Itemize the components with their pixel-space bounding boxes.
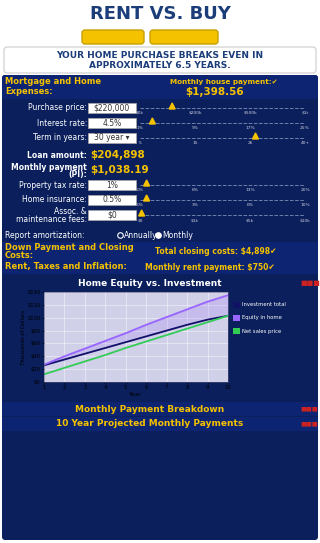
Text: Expenses:: Expenses: [5, 87, 52, 97]
FancyBboxPatch shape [2, 75, 318, 540]
Bar [88, 118, 136, 128]
Bar [233, 315, 240, 321]
Text: 10%: 10% [300, 203, 310, 207]
Text: 5: 5 [139, 141, 141, 145]
Text: Equity in home: Equity in home [242, 315, 282, 320]
Text: 3%: 3% [192, 203, 198, 207]
Text: $1,038.19: $1,038.19 [90, 165, 148, 175]
Text: $1,398.56: $1,398.56 [185, 87, 244, 97]
Text: 13%: 13% [245, 188, 255, 192]
Text: Loan amount:: Loan amount: [27, 150, 87, 160]
Text: Calculate: Calculate [93, 33, 133, 41]
Text: Rent, Taxes and Inflation:: Rent, Taxes and Inflation: [5, 262, 127, 272]
Text: Monthly: Monthly [162, 230, 193, 239]
Text: maintenance fees:: maintenance fees: [16, 214, 87, 224]
Text: Report amortization:: Report amortization: [5, 230, 84, 239]
Bar [0, 0, 320, 28]
Text: 1%: 1% [137, 126, 143, 130]
Bar [88, 195, 136, 205]
FancyBboxPatch shape [82, 30, 144, 44]
Text: 0.5%: 0.5% [102, 195, 122, 205]
Text: Home insurance:: Home insurance: [22, 195, 87, 205]
Polygon shape [149, 118, 156, 124]
Text: 17%: 17% [245, 126, 255, 130]
Text: Net sales price: Net sales price [242, 329, 281, 333]
Polygon shape [144, 180, 150, 186]
Text: Monthly rent payment: $750✔: Monthly rent payment: $750✔ [145, 262, 275, 272]
Text: Monthly Payment Breakdown: Monthly Payment Breakdown [76, 405, 225, 414]
Text: $5k: $5k [246, 218, 254, 222]
Text: $500k: $500k [243, 111, 257, 115]
Bar [233, 302, 240, 308]
FancyBboxPatch shape [150, 30, 218, 44]
Text: Investment total: Investment total [242, 302, 286, 307]
Text: Monthly house payment:✔: Monthly house payment:✔ [170, 79, 278, 85]
Text: Assoc. &: Assoc. & [54, 207, 87, 217]
Text: APPROXIMATELY 6.5 YEARS.: APPROXIMATELY 6.5 YEARS. [89, 60, 231, 70]
Text: 0%: 0% [137, 203, 143, 207]
Text: Mortgage and Home: Mortgage and Home [5, 78, 101, 86]
Text: 4.5%: 4.5% [102, 118, 122, 128]
Text: Interest rate:: Interest rate: [36, 118, 87, 128]
Polygon shape [139, 210, 145, 216]
Bar [233, 328, 240, 334]
Text: 20%: 20% [300, 188, 310, 192]
Bar [2, 402, 318, 416]
Text: $10k: $10k [300, 218, 310, 222]
Text: 1%: 1% [106, 180, 118, 190]
Text: 40+: 40+ [300, 141, 309, 145]
Bar [88, 133, 136, 143]
Text: 26: 26 [247, 141, 253, 145]
Text: $0k: $0k [136, 111, 144, 115]
Text: 6%: 6% [247, 203, 253, 207]
Text: 30 year ▾: 30 year ▾ [94, 134, 130, 142]
Text: Annually: Annually [124, 230, 158, 239]
Text: RENT VS. BUY: RENT VS. BUY [90, 5, 230, 23]
FancyBboxPatch shape [2, 75, 318, 99]
Bar [2, 242, 318, 260]
Polygon shape [252, 133, 259, 139]
Text: Total closing costs: $4,898✔: Total closing costs: $4,898✔ [155, 247, 276, 256]
FancyBboxPatch shape [4, 47, 316, 73]
Bar [88, 180, 136, 190]
Polygon shape [144, 195, 150, 201]
Text: $0: $0 [137, 218, 143, 222]
Text: 6%: 6% [192, 188, 198, 192]
Text: YOUR HOME PURCHASE BREAKS EVEN IN: YOUR HOME PURCHASE BREAKS EVEN IN [56, 50, 264, 60]
Text: 0%: 0% [137, 188, 143, 192]
Text: $220,000: $220,000 [94, 104, 130, 112]
Text: 9%: 9% [192, 126, 198, 130]
Text: Costs:: Costs: [5, 251, 34, 261]
Text: 25%: 25% [300, 126, 310, 130]
Text: $200k: $200k [188, 111, 202, 115]
Text: Monthly payment: Monthly payment [11, 162, 87, 172]
Text: ■■■: ■■■ [300, 421, 318, 426]
Bar [88, 103, 136, 113]
Text: $1k: $1k [191, 218, 199, 222]
Text: View Report: View Report [158, 33, 210, 41]
Text: (PI):: (PI): [68, 169, 87, 179]
Bar [88, 210, 136, 220]
Text: $1t: $1t [301, 111, 308, 115]
Bar [2, 260, 318, 274]
Bar [2, 274, 318, 402]
Text: $204,898: $204,898 [90, 150, 145, 160]
Text: ■■■: ■■■ [300, 407, 318, 412]
X-axis label: Year: Year [129, 392, 143, 397]
Y-axis label: Thousands of Dollars: Thousands of Dollars [21, 310, 26, 365]
Text: Property tax rate:: Property tax rate: [19, 180, 87, 190]
Text: ■■■: ■■■ [300, 280, 320, 286]
Bar [2, 417, 318, 431]
Text: 15: 15 [192, 141, 198, 145]
Text: Home Equity vs. Investment: Home Equity vs. Investment [78, 279, 222, 287]
Text: Term in years:: Term in years: [33, 134, 87, 142]
Text: Purchase price:: Purchase price: [28, 104, 87, 112]
Text: $0: $0 [107, 211, 117, 219]
Text: Down Payment and Closing: Down Payment and Closing [5, 243, 134, 252]
Polygon shape [169, 103, 175, 109]
Text: 10 Year Projected Monthly Payments: 10 Year Projected Monthly Payments [56, 420, 244, 428]
